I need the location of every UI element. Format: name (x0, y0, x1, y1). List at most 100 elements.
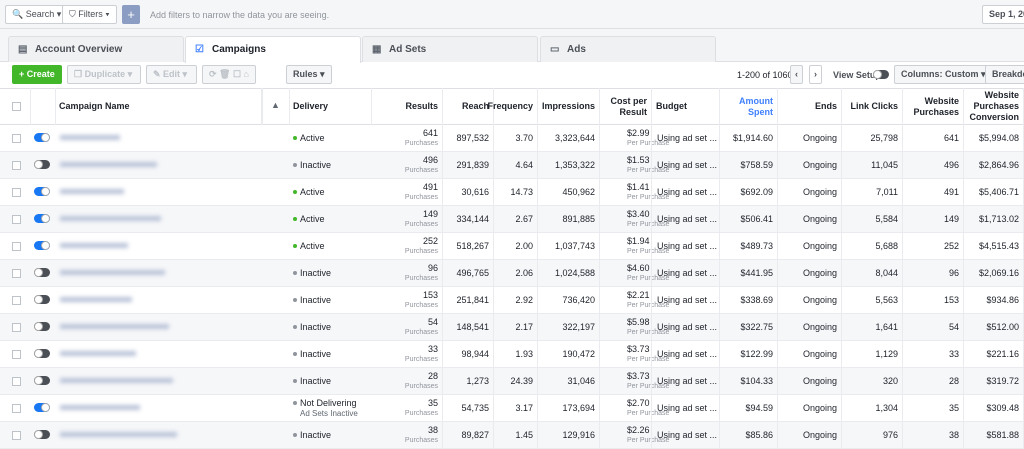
cell-value: 897,532 (456, 133, 489, 143)
cell-divider (963, 422, 964, 449)
filter-hint: Add filters to narrow the data you are s… (150, 10, 330, 20)
view-setup[interactable]: View Setup (833, 70, 881, 80)
cell-divider (442, 368, 443, 395)
toolbar-icons[interactable]: ⟳ 🗑 ☐ ⌂ (202, 65, 256, 84)
row-checkbox[interactable] (12, 161, 21, 170)
cell-divider (841, 314, 842, 341)
cell-divider (442, 287, 443, 314)
column-header[interactable]: Link Clicks (842, 88, 903, 125)
search-button[interactable]: 🔍 Search ▾ (5, 5, 69, 24)
column-header[interactable]: Ends (778, 88, 842, 125)
cell-value: 641 (943, 133, 959, 143)
cell-divider (963, 314, 964, 341)
campaign-name-blurred (60, 243, 128, 248)
cell-divider (537, 233, 538, 260)
rules-button[interactable]: Rules ▾ (286, 65, 332, 84)
campaign-toggle[interactable] (34, 268, 50, 277)
toggle-knob (41, 214, 50, 223)
row-checkbox[interactable] (12, 215, 21, 224)
row-checkbox[interactable] (12, 188, 21, 197)
filters-button[interactable]: ⛉ Filters ▾ (62, 5, 117, 24)
tab[interactable]: ▤ Account Overview (8, 36, 184, 62)
column-header[interactable]: Amount Spent (720, 88, 778, 125)
cell-unit: Per Purchase (627, 329, 670, 336)
column-header[interactable]: Budget (652, 88, 720, 125)
cell-value: $85.86 (745, 430, 773, 440)
cell-unit: Purchases (404, 140, 438, 147)
cell-value: 2.00 (515, 241, 533, 251)
cell-divider (442, 206, 443, 233)
tab-icon: ▦ (372, 44, 382, 55)
date-range[interactable]: Sep 1, 20 (982, 5, 1024, 24)
row-checkbox[interactable] (12, 323, 21, 332)
cell-divider (963, 260, 964, 287)
campaign-toggle[interactable] (34, 187, 50, 196)
cell-value: 1.45 (515, 430, 533, 440)
edit-button[interactable]: ✎ Edit ▾ (146, 65, 197, 84)
cell-value: 153 (943, 295, 959, 305)
toggle-knob (41, 241, 50, 250)
cell-value: 24.39 (510, 376, 533, 386)
campaign-toggle[interactable] (34, 349, 50, 358)
row-checkbox[interactable] (12, 296, 21, 305)
columns-button[interactable]: Columns: Custom ▾ (894, 65, 993, 84)
campaign-name-blurred (60, 270, 165, 275)
campaign-toggle[interactable] (34, 376, 50, 385)
delivery-status: Inactive (300, 322, 332, 332)
row-checkbox[interactable] (12, 377, 21, 386)
campaign-toggle[interactable] (34, 214, 50, 223)
campaign-toggle[interactable] (34, 403, 50, 412)
row-checkbox[interactable] (12, 269, 21, 278)
add-filter[interactable]: + (122, 5, 140, 24)
campaign-toggle[interactable] (34, 133, 50, 142)
column-header[interactable]: Results (372, 88, 443, 125)
pager-next[interactable]: › (809, 65, 822, 84)
tab[interactable]: ▦ Ad Sets (362, 36, 538, 62)
tab[interactable]: ▭ Ads (540, 36, 716, 62)
tab[interactable]: ☑ Campaigns (185, 36, 361, 63)
cell-divider (841, 422, 842, 449)
campaign-toggle[interactable] (34, 295, 50, 304)
cell-value: Ongoing (802, 133, 837, 143)
cell-value: Using ad set ... (657, 295, 718, 305)
cell-divider (719, 260, 720, 287)
cell-value: 496 (422, 155, 438, 165)
column-header[interactable]: Impressions (538, 88, 600, 125)
campaign-toggle[interactable] (34, 322, 50, 331)
row-checkbox[interactable] (12, 404, 21, 413)
cell-value: Ongoing (802, 160, 837, 170)
cell-value: $2.70 (627, 398, 650, 408)
column-header[interactable]: Campaign Name (55, 88, 262, 125)
cell-divider (963, 341, 964, 368)
cell-divider (841, 395, 842, 422)
cell-unit: Purchases (404, 221, 438, 228)
column-header[interactable]: Delivery (289, 88, 372, 125)
campaign-toggle[interactable] (34, 430, 50, 439)
column-header[interactable]: Frequency (487, 88, 538, 125)
cell-unit: Per Purchase (627, 248, 670, 255)
pager-prev[interactable]: ‹ (790, 65, 803, 84)
cell-value: 98,944 (461, 349, 489, 359)
delivery-dot (293, 136, 297, 140)
campaign-toggle[interactable] (34, 160, 50, 169)
row-checkbox[interactable] (12, 350, 21, 359)
row-checkbox[interactable] (12, 134, 21, 143)
cell-divider (777, 233, 778, 260)
column-header[interactable]: Reach (443, 88, 494, 125)
column-header[interactable]: Cost per Result (600, 88, 652, 125)
row-checkbox[interactable] (12, 431, 21, 440)
header-checkbox[interactable] (12, 102, 21, 111)
row-checkbox[interactable] (12, 242, 21, 251)
view-setup-toggle[interactable] (873, 70, 889, 79)
cell-value: Using ad set ... (657, 376, 718, 386)
column-header[interactable]: Website Purchases Conversion (964, 88, 1024, 125)
cell-divider (537, 395, 538, 422)
create-button[interactable]: + Create (12, 65, 62, 84)
campaign-toggle[interactable] (34, 241, 50, 250)
cell-value: Ongoing (802, 430, 837, 440)
cell-value: 1,353,322 (554, 160, 595, 170)
duplicate-button[interactable]: ❐ Duplicate ▾ (67, 65, 141, 84)
breakdown-button[interactable]: Breakdown (985, 65, 1024, 84)
cell-unit: Per Purchase (627, 167, 670, 174)
column-header[interactable]: Website Purchases (903, 88, 964, 125)
